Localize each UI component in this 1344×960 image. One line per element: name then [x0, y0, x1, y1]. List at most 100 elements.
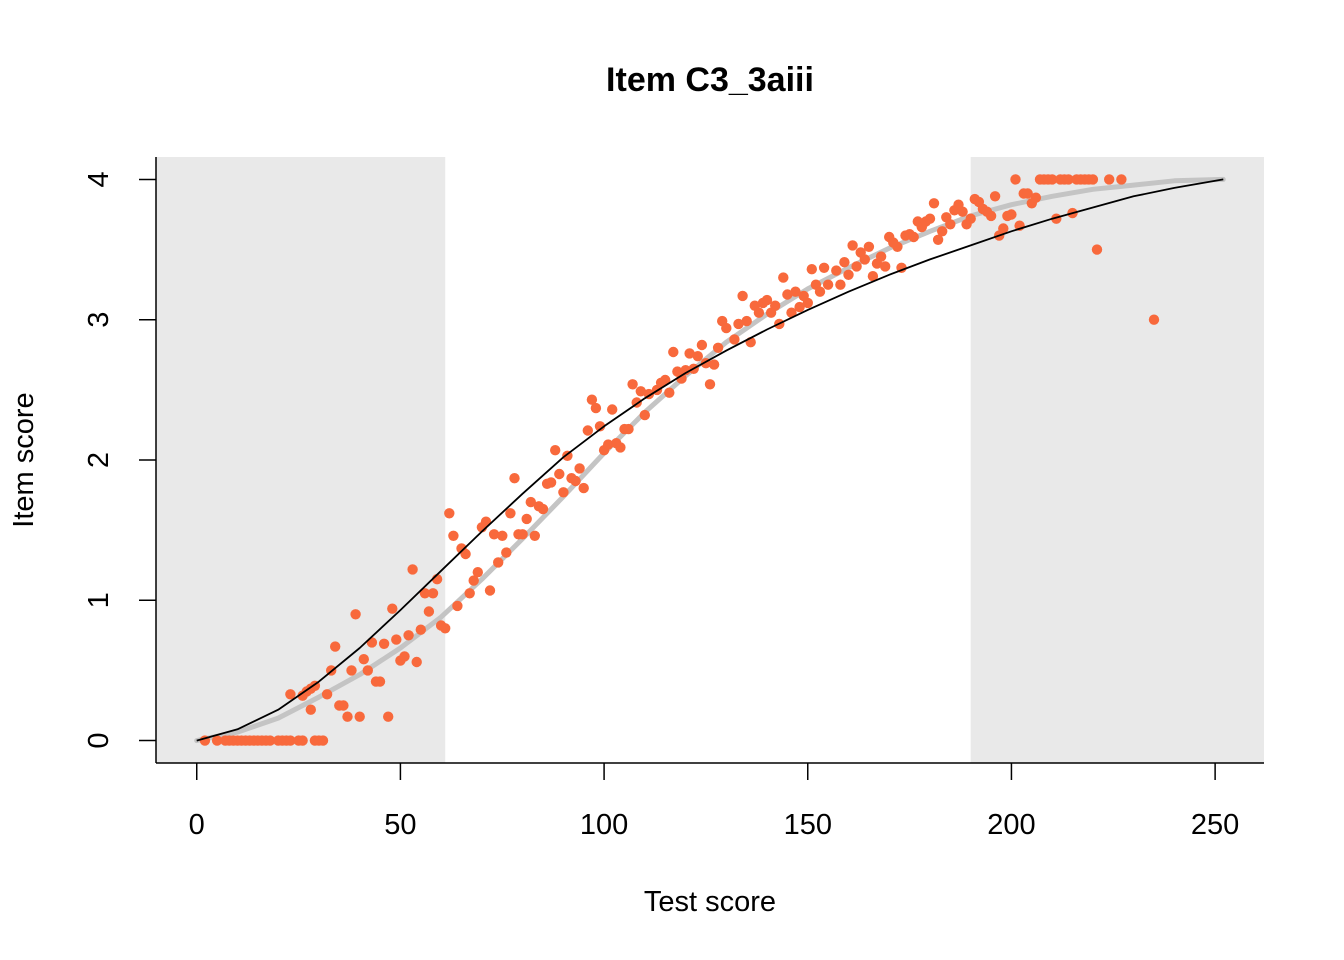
data-point	[684, 348, 695, 359]
data-point	[460, 548, 471, 560]
data-point	[574, 463, 585, 474]
model-curve	[196, 178, 1224, 742]
data-point	[350, 609, 361, 620]
data-point	[806, 264, 817, 275]
data-point	[594, 421, 606, 432]
data-point	[847, 240, 858, 251]
data-point	[603, 439, 614, 450]
data-point	[1087, 174, 1099, 185]
data-point	[786, 307, 797, 318]
data-point	[383, 711, 394, 722]
x-tick-label: 0	[189, 809, 205, 841]
data-point	[928, 198, 940, 209]
data-point	[880, 261, 891, 272]
data-point	[770, 300, 781, 311]
data-point	[664, 387, 675, 398]
data-point	[741, 315, 752, 327]
data-point	[945, 219, 956, 230]
data-point	[554, 468, 565, 480]
x-tick-label: 100	[580, 809, 628, 841]
data-point	[444, 508, 455, 519]
data-point	[517, 529, 528, 540]
data-point	[297, 735, 308, 746]
data-point	[712, 342, 724, 353]
data-point	[733, 318, 744, 330]
data-point	[680, 365, 691, 376]
data-point	[374, 676, 386, 687]
data-point	[753, 307, 765, 318]
model-curve-layer	[196, 178, 1224, 742]
data-point	[737, 290, 748, 302]
data-point	[908, 231, 919, 243]
data-point	[330, 641, 341, 652]
data-point	[411, 656, 422, 668]
data-point	[818, 262, 830, 273]
data-point	[558, 487, 569, 498]
data-point	[615, 442, 626, 453]
data-point	[729, 334, 740, 345]
data-point	[407, 564, 418, 575]
data-point	[607, 404, 618, 415]
data-point	[863, 241, 875, 252]
data-point	[362, 665, 373, 676]
data-point	[403, 630, 414, 641]
data-point	[550, 445, 561, 456]
data-point	[867, 271, 879, 282]
data-point	[321, 689, 333, 700]
x-tick-label: 200	[987, 809, 1035, 841]
data-point	[452, 600, 463, 612]
data-point	[989, 191, 1001, 202]
y-tick-label: 3	[83, 312, 115, 328]
x-tick-label: 50	[384, 809, 416, 841]
data-point	[391, 634, 402, 645]
data-point	[366, 637, 378, 648]
data-point	[676, 373, 687, 384]
y-axis-label: Item score	[8, 392, 40, 527]
chart-title: Item C3_3aiii	[606, 61, 814, 99]
data-point	[692, 351, 703, 362]
data-points	[199, 174, 1160, 746]
data-point	[721, 322, 732, 334]
data-point	[814, 286, 826, 297]
data-point	[545, 477, 557, 488]
data-point	[448, 530, 459, 541]
axes: 0 50 100 150 200 250 0 1 2 3 4	[83, 157, 1264, 841]
data-point	[704, 379, 716, 390]
data-point	[497, 530, 508, 541]
data-point	[264, 735, 276, 746]
data-point	[794, 301, 805, 313]
data-point	[627, 379, 638, 390]
data-point	[1063, 174, 1074, 185]
data-point	[851, 261, 862, 272]
data-point	[509, 473, 520, 484]
data-point	[892, 241, 903, 252]
data-point	[285, 689, 296, 700]
data-point	[790, 286, 801, 297]
data-point	[985, 210, 997, 222]
data-point	[1030, 192, 1042, 203]
data-point	[1091, 244, 1103, 255]
shaded-region-1	[970, 157, 1264, 763]
data-point	[1148, 314, 1160, 325]
x-ticks: 0 50 100 150 200 250	[189, 763, 1239, 841]
data-point	[802, 297, 813, 309]
y-tick-label: 0	[83, 733, 115, 749]
data-point	[346, 665, 357, 676]
data-point	[668, 346, 679, 358]
data-point	[1022, 188, 1033, 199]
data-point	[338, 700, 349, 711]
data-point	[529, 530, 540, 541]
data-point	[493, 557, 504, 568]
data-point	[423, 606, 435, 617]
data-point	[488, 529, 500, 540]
data-point	[464, 588, 475, 599]
data-point	[965, 213, 976, 224]
data-point	[957, 206, 968, 217]
data-point	[822, 279, 834, 290]
y-tick-label: 4	[83, 171, 115, 187]
data-point	[521, 513, 532, 525]
data-point	[317, 735, 329, 746]
data-point	[1006, 209, 1017, 220]
data-point	[378, 638, 390, 649]
